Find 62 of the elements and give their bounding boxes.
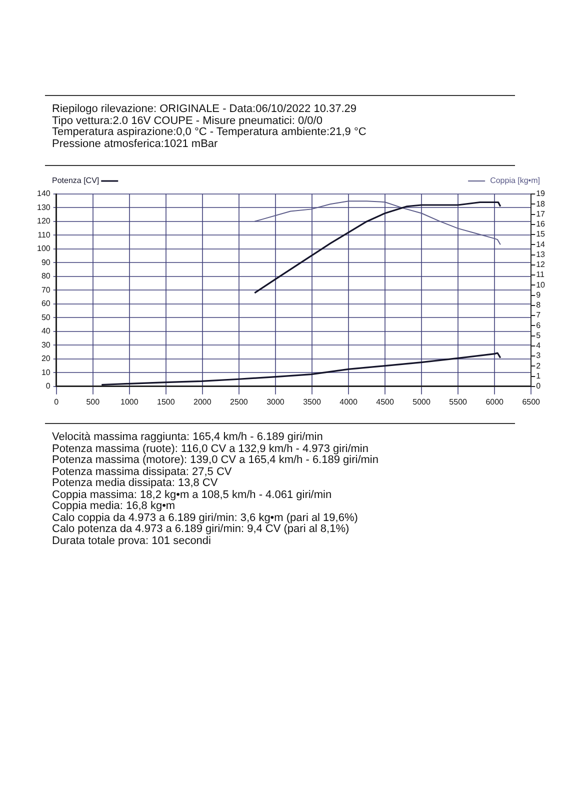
text: Calo potenza da 4.973 a 6.189 giri/min: 9,4 CV (pari al 8,1%): [52, 523, 350, 536]
x-tick-label: 500: [86, 397, 100, 406]
text: Coppia massima: 18,2 kg•m a 108,5 km/h - 4.061 giri/min: [52, 488, 333, 501]
legend-label: Coppia [kg•m]: [490, 176, 540, 186]
x-tick-label: 4500: [376, 397, 394, 406]
y-tick-label: 70: [41, 285, 51, 294]
y2-tick-label: 10: [536, 280, 546, 290]
text: Potenza media dissipata: 13,8 CV: [52, 477, 219, 490]
y-tick-label: 120: [36, 216, 51, 226]
y2-tick-label: 13: [536, 250, 546, 259]
text: Velocità massima raggiunta: 165,4 km/h - 6.189 giri/min: [52, 431, 324, 444]
x-tick-label: 3000: [266, 397, 285, 406]
x-tick-label: 6500: [522, 397, 541, 406]
y2-tick-label: 19: [536, 189, 546, 198]
x-tick-label: 0: [54, 397, 60, 406]
y2-tick-label: 16: [536, 220, 546, 229]
y-tick-label: 40: [41, 326, 51, 336]
x-tick-label: 3500: [303, 397, 322, 406]
text: Potenza massima (motore): 139,0 CV a 165,4 km/h - 6.189 giri/min: [52, 454, 378, 466]
text: Coppia media: 16,8 kg•m: [52, 500, 176, 512]
x-tick-label: 1000: [120, 397, 139, 406]
y2-tick-label: 14: [536, 240, 546, 249]
y2-tick-label: 1: [536, 371, 542, 380]
chart-subtitle: Riepilogo rilevazione: ORIGINALE - Data:06/10/2022 10.37.29 Tipo vettura:2.0 16V COUPE - Misure pneumatici: 0/0/0 Temperatura aspirazione:0,0 °C - Temperatura ambiente:21,9 °C Pressione atmosferica:1021 mBar: [52, 103, 366, 150]
x-tick-label: 6000: [486, 397, 504, 406]
y-tick-label: 140: [36, 189, 51, 198]
y-tick-label: 100: [36, 244, 51, 254]
text: Durata totale prova: 101 secondi: [52, 534, 212, 547]
x-tick-label: 5500: [449, 397, 468, 406]
y-tick-label: 90: [41, 258, 51, 267]
y2-tick-label: 6: [536, 320, 542, 330]
y2-tick-label: 12: [536, 260, 546, 270]
text: Potenza massima (ruote): 116,0 CV a 132,9 km/h - 4.973 giri/min: [52, 442, 370, 455]
y-tick-label: 10: [41, 368, 51, 377]
y-tick-label: 130: [36, 202, 51, 212]
y2-tick-label: 3: [536, 351, 542, 360]
y-tick-label: 80: [41, 272, 51, 281]
y-tick-label: 60: [41, 299, 51, 308]
x-tick-label: 5000: [412, 397, 431, 406]
y-tick-label: 0: [46, 382, 51, 391]
y2-tick-label: 0: [536, 382, 542, 391]
y2-tick-label: 7: [536, 310, 542, 320]
y-tick-label: 50: [41, 312, 51, 322]
y2-tick-label: 17: [536, 209, 546, 218]
y2-tick-label: 18: [536, 199, 546, 208]
x-tick-label: 1500: [157, 397, 176, 406]
y-tick-label: 30: [41, 340, 51, 350]
y-tick-label: 20: [41, 354, 51, 364]
y2-tick-label: 4: [536, 341, 542, 350]
text: Calo coppia da 4.973 a 6.189 giri/min: 3,6 kg•m (pari al 19,6%): [52, 512, 359, 524]
y2-tick-label: 11: [536, 270, 545, 280]
y2-tick-label: 8: [536, 300, 542, 310]
y2-tick-label: 15: [536, 230, 546, 239]
y2-tick-label: 9: [536, 290, 542, 300]
x-tick-label: 2000: [194, 397, 212, 406]
text: Potenza massima dissipata: 27,5 CV: [52, 466, 233, 478]
x-tick-label: 4000: [340, 397, 358, 406]
y2-tick-label: 5: [536, 330, 542, 340]
y-tick-label: 110: [38, 230, 51, 240]
y2-tick-label: 2: [536, 361, 542, 370]
text: Potenza [CV]: [52, 176, 100, 186]
x-tick-label: 2500: [230, 397, 248, 406]
